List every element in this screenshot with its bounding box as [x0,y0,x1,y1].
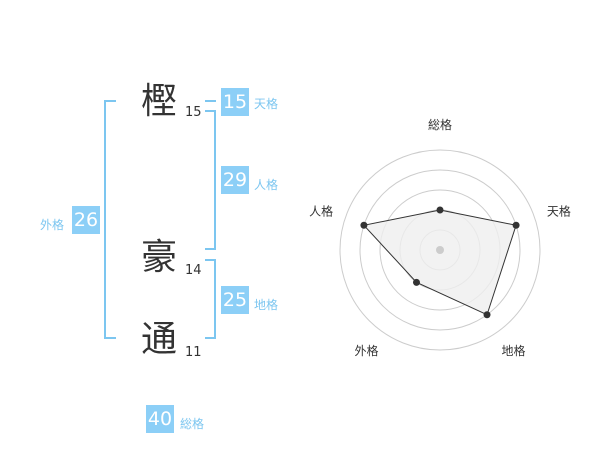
jinkaku-label: 人格 [254,178,279,192]
radar-axis-label: 人格 [309,203,333,218]
radar-center [436,246,444,254]
bracket-outer [104,100,106,339]
gaikaku-label: 外格 [40,218,65,232]
chikaku-value: 25 [221,286,249,314]
chikaku-label: 地格 [254,298,279,312]
strokes-2: 14 [185,263,202,278]
bracket-jin [214,110,216,250]
gaikaku-value: 26 [72,206,100,234]
char-3: 通 [141,319,178,360]
radar-point [512,221,520,229]
radar-point [412,278,420,286]
radar-area [362,209,517,316]
bracket-line [104,337,116,339]
radar-point [483,311,491,319]
radar-axis-label: 地格 [501,343,525,358]
bracket-line [205,337,216,339]
strokes-3: 11 [185,345,202,360]
bracket-chi [214,259,216,339]
bracket-line [205,248,216,250]
radar-point [360,221,368,229]
radar-point [436,206,444,214]
jinkaku-value: 29 [221,166,249,194]
soukaku-label: 総格 [180,417,205,431]
radar-grid-ring [339,149,541,351]
bracket-line [205,259,216,261]
bracket-line [205,110,216,112]
tenkaku-label: 天格 [254,97,279,111]
char-2: 豪 [141,237,178,278]
radar-axis-label: 天格 [547,203,571,218]
char-1: 樫 [141,81,178,122]
strokes-1: 15 [185,105,202,120]
radar-axis-label: 外格 [355,343,379,358]
bracket-line [104,100,116,102]
bracket-ten [205,100,216,102]
radar-axis-label: 総格 [428,117,452,132]
tenkaku-value: 15 [221,88,249,116]
radar-grid-ring [359,169,521,331]
soukaku-value: 40 [146,405,174,433]
